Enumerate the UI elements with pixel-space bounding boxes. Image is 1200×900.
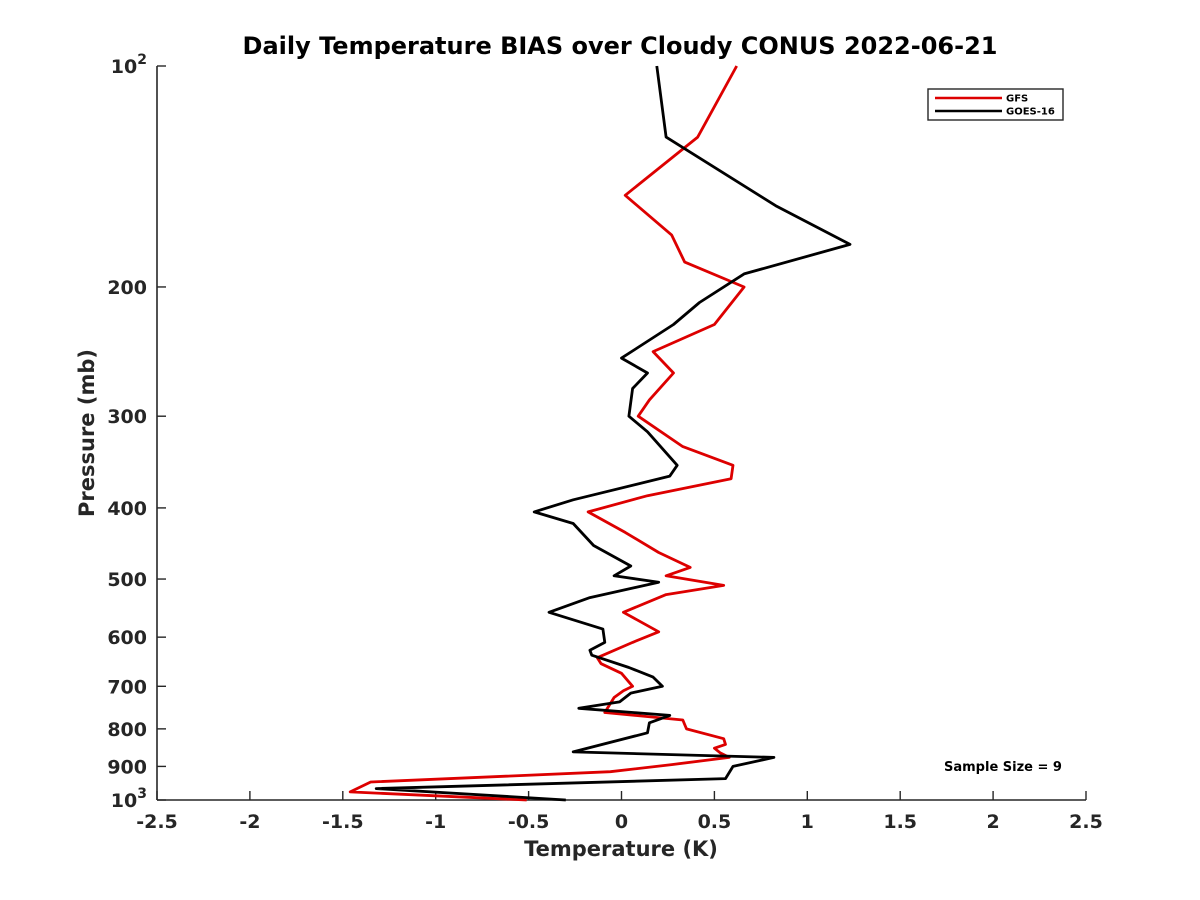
y-tick-label: 400	[107, 498, 147, 520]
legend-label-goes-16: GOES-16	[1006, 107, 1055, 118]
y-axis-title: Pressure (mb)	[75, 349, 99, 517]
y-tick-label-base: 10	[111, 790, 137, 812]
legend-box	[927, 88, 1064, 121]
series-lines	[348, 65, 852, 802]
y-tick-label: 500	[107, 569, 147, 591]
x-tick-label: -1.5	[322, 811, 364, 833]
sample-size-annotation: Sample Size = 9	[944, 760, 1062, 775]
series-line-gfs	[348, 65, 746, 802]
x-tick-label: 1	[801, 811, 814, 833]
y-tick-label: 103	[111, 786, 147, 812]
legend[interactable]: GFS GOES-16	[927, 88, 1064, 121]
y-tick-label-base: 10	[111, 56, 137, 78]
x-tick-label: 2.5	[1069, 811, 1103, 833]
x-ticks: -2.5 -2 -1.5 -1 -0.5 0 0.5 1 1.5 2 2.5	[136, 791, 1103, 833]
y-tick-label: 900	[107, 756, 147, 778]
x-tick-label: 0	[615, 811, 628, 833]
legend-label-gfs: GFS	[1006, 94, 1028, 105]
y-tick-label-exponent: 2	[137, 52, 147, 68]
x-tick-label: 1.5	[883, 811, 917, 833]
x-tick-label: -2.5	[136, 811, 178, 833]
y-tick-label: 300	[107, 406, 147, 428]
x-tick-label: -0.5	[508, 811, 550, 833]
x-tick-label: 2	[986, 811, 999, 833]
y-tick-label: 800	[107, 719, 147, 741]
plot-area: -2.5 -2 -1.5 -1 -0.5 0 0.5 1 1.5 2 2.5 10220030040…	[107, 52, 1103, 833]
chart-title: Daily Temperature BIAS over Cloudy CONUS…	[243, 32, 998, 60]
x-tick-label: 0.5	[698, 811, 732, 833]
x-tick-label: -2	[239, 811, 260, 833]
x-tick-label: -1	[425, 811, 446, 833]
y-tick-label: 200	[107, 277, 147, 299]
y-tick-label: 700	[107, 676, 147, 698]
y-tick-label-exponent: 3	[137, 786, 147, 802]
series-line-goes-16	[374, 65, 852, 802]
y-tick-label: 600	[107, 627, 147, 649]
x-axis-title: Temperature (K)	[524, 837, 718, 861]
y-tick-label: 102	[111, 52, 147, 78]
